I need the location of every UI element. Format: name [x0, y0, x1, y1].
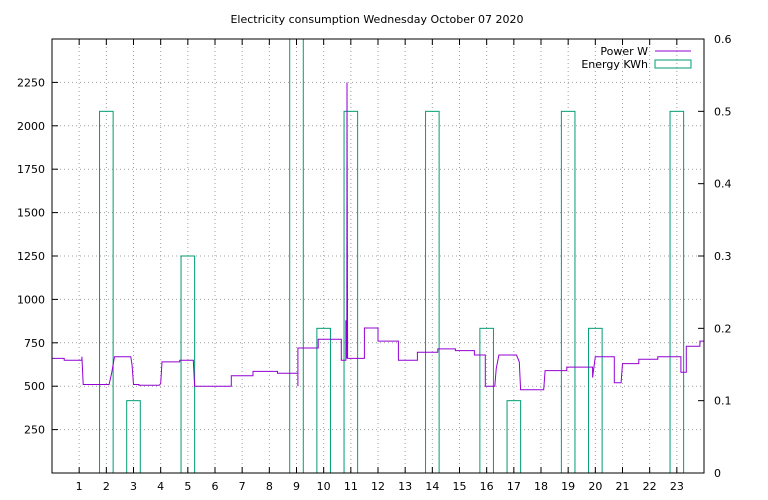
energy-bar: [669, 110, 685, 474]
energy-bar: [560, 110, 576, 474]
x-tick-label: 17: [507, 480, 521, 493]
x-tick-label: 8: [266, 480, 273, 493]
axis-ticks: 1 2 3 4 5 6 7 8 9 10 11 12 13 14 15 16 17 18 19 20 21 22 23250…: [17, 33, 732, 493]
power-line-group: [52, 82, 704, 391]
x-tick-label: 12: [371, 480, 385, 493]
x-tick-label: 21: [616, 480, 630, 493]
x-tick-label: 13: [398, 480, 412, 493]
y-tick-label: 1750: [17, 163, 45, 176]
y2-tick-label: 0.4: [714, 178, 732, 191]
legend-label-power: Power W: [600, 45, 648, 58]
energy-bar: [425, 110, 440, 474]
x-tick-label: 22: [643, 480, 657, 493]
x-tick-label: 9: [293, 480, 300, 493]
legend: Power W Energy KWh: [581, 45, 692, 71]
x-tick-label: 3: [130, 480, 137, 493]
x-tick-label: 5: [184, 480, 191, 493]
x-tick-label: 6: [212, 480, 219, 493]
y-tick-label: 2000: [17, 120, 45, 133]
y-tick-label: 2250: [17, 76, 45, 89]
y-tick-label: 500: [24, 380, 45, 393]
y2-tick-label: 0: [714, 467, 721, 480]
legend-swatch-energy: [654, 59, 692, 69]
x-tick-label: 4: [157, 480, 164, 493]
grid: [52, 39, 704, 473]
energy-bar: [99, 110, 114, 474]
x-tick-label: 20: [588, 480, 602, 493]
power-line: [52, 82, 704, 391]
x-tick-label: 19: [561, 480, 575, 493]
energy-bar: [180, 255, 196, 474]
x-tick-label: 1: [76, 480, 83, 493]
x-tick-label: 18: [534, 480, 548, 493]
y2-tick-label: 0.6: [714, 33, 732, 46]
y-tick-label: 750: [24, 337, 45, 350]
y2-tick-label: 0.2: [714, 322, 732, 335]
x-tick-label: 15: [453, 480, 467, 493]
chart-title: Electricity consumption Wednesday Octobe…: [230, 13, 523, 26]
y2-tick-label: 0.3: [714, 250, 732, 263]
x-tick-label: 10: [317, 480, 331, 493]
x-tick-label: 11: [344, 480, 358, 493]
x-tick-label: 16: [480, 480, 494, 493]
legend-label-energy: Energy KWh: [581, 58, 648, 71]
x-tick-label: 14: [425, 480, 439, 493]
y2-tick-label: 0.5: [714, 105, 732, 118]
x-tick-label: 7: [239, 480, 246, 493]
y2-tick-label: 0.1: [714, 395, 732, 408]
x-tick-label: 2: [103, 480, 110, 493]
y-tick-label: 1000: [17, 293, 45, 306]
energy-bar: [343, 110, 359, 474]
x-tick-label: 23: [670, 480, 684, 493]
y-tick-label: 250: [24, 424, 45, 437]
y-tick-label: 1500: [17, 207, 45, 220]
y-tick-label: 1250: [17, 250, 45, 263]
